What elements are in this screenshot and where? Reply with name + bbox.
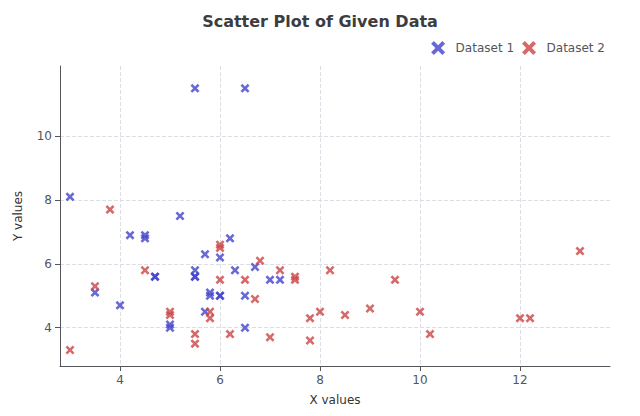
svg-text:X values: X values — [309, 393, 360, 407]
svg-text:4: 4 — [116, 373, 124, 387]
svg-text:10: 10 — [412, 373, 427, 387]
svg-text:Dataset 2: Dataset 2 — [547, 41, 605, 55]
svg-text:10: 10 — [37, 129, 52, 143]
svg-text:8: 8 — [44, 193, 52, 207]
svg-text:12: 12 — [512, 373, 527, 387]
svg-text:8: 8 — [316, 373, 324, 387]
svg-text:6: 6 — [44, 257, 52, 271]
svg-text:Y values: Y values — [11, 191, 25, 242]
svg-text:Scatter Plot of Given Data: Scatter Plot of Given Data — [202, 12, 438, 31]
svg-text:6: 6 — [216, 373, 224, 387]
svg-text:Dataset 1: Dataset 1 — [456, 41, 514, 55]
svg-text:4: 4 — [44, 321, 52, 335]
